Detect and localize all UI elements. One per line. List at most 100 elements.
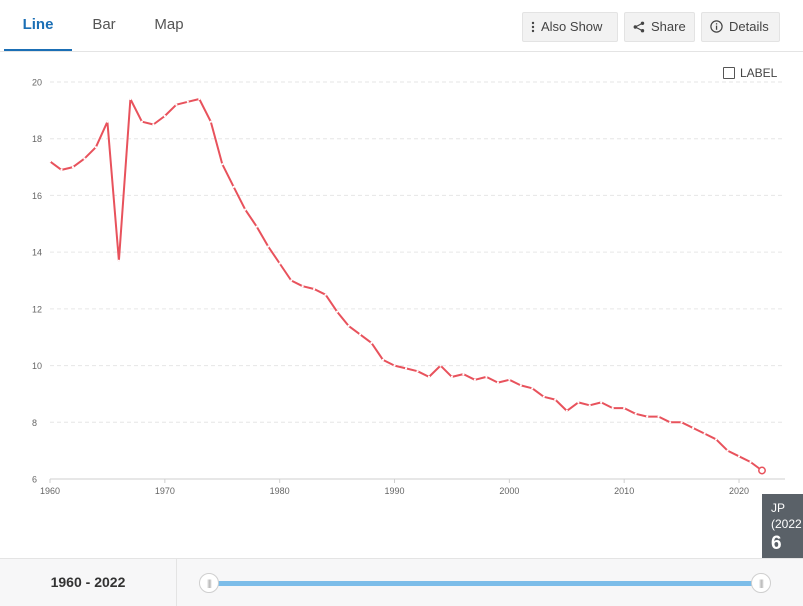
line-chart: 6 8 10 12 14 16 18 20 1960 1970 1980 1990 2000 2010 20… bbox=[32, 78, 785, 496]
data-point bbox=[83, 157, 86, 160]
data-point bbox=[186, 100, 189, 103]
x-tick-label: 1970 bbox=[155, 486, 175, 496]
data-point bbox=[508, 378, 511, 381]
y-tick-label: 16 bbox=[32, 191, 42, 201]
x-tick-label: 2010 bbox=[614, 486, 634, 496]
range-end-handle[interactable]: ||| bbox=[751, 573, 771, 593]
x-tick-label: 1990 bbox=[385, 486, 405, 496]
data-point bbox=[450, 375, 453, 378]
range-end: 2022 bbox=[94, 574, 126, 590]
y-tick-label: 8 bbox=[32, 418, 37, 428]
data-point bbox=[600, 401, 603, 404]
data-point bbox=[565, 409, 568, 412]
data-point bbox=[278, 262, 281, 265]
data-point bbox=[244, 208, 247, 211]
data-point bbox=[462, 373, 465, 376]
label-checkbox[interactable] bbox=[723, 66, 735, 79]
data-point bbox=[359, 333, 362, 336]
data-point bbox=[715, 438, 718, 441]
highlighted-data-point bbox=[758, 466, 766, 475]
data-point bbox=[255, 225, 258, 228]
data-point bbox=[657, 415, 660, 418]
data-point bbox=[221, 163, 224, 166]
data-point bbox=[726, 449, 729, 452]
data-point bbox=[473, 378, 476, 381]
data-point bbox=[232, 185, 235, 188]
data-point bbox=[129, 97, 132, 101]
data-point bbox=[336, 310, 339, 313]
data-point bbox=[703, 432, 706, 435]
data-point bbox=[106, 120, 109, 123]
data-point bbox=[496, 381, 499, 384]
data-point bbox=[60, 168, 63, 171]
data-point bbox=[692, 426, 695, 430]
x-tick-label: 1980 bbox=[270, 486, 290, 496]
details-label: Details bbox=[729, 19, 769, 34]
data-point bbox=[416, 370, 419, 373]
range-footer: 1960 - 2022 ||| ||| bbox=[0, 558, 803, 606]
tab-map[interactable]: Map bbox=[154, 16, 184, 33]
range-separator: - bbox=[81, 574, 95, 590]
data-point bbox=[48, 160, 52, 163]
x-tick-label: 2000 bbox=[499, 486, 519, 496]
data-point bbox=[198, 97, 201, 101]
series-layer bbox=[48, 97, 766, 475]
share-button[interactable]: Share bbox=[624, 12, 695, 42]
data-point bbox=[427, 375, 431, 378]
data-point bbox=[370, 341, 373, 344]
data-point bbox=[519, 384, 522, 387]
data-point bbox=[347, 324, 350, 327]
data-point bbox=[623, 407, 626, 410]
data-point bbox=[554, 398, 557, 401]
data-point bbox=[577, 401, 580, 404]
data-point bbox=[646, 415, 649, 418]
data-point bbox=[71, 166, 75, 169]
tooltip-country-code: JP bbox=[771, 501, 786, 515]
year-range-label: 1960 - 2022 bbox=[0, 559, 177, 606]
tooltip-year: (2022 bbox=[771, 517, 802, 531]
details-button[interactable]: Details bbox=[701, 12, 780, 42]
data-point bbox=[209, 120, 212, 123]
data-point bbox=[267, 245, 270, 248]
data-point bbox=[611, 407, 614, 410]
info-icon bbox=[710, 20, 723, 33]
label-toggle-text: LABEL bbox=[740, 66, 778, 80]
range-start-handle[interactable]: ||| bbox=[199, 573, 219, 593]
data-point bbox=[531, 387, 534, 390]
data-point bbox=[393, 364, 396, 367]
data-point bbox=[404, 367, 408, 370]
also-show-label: Also Show bbox=[541, 19, 603, 34]
axes: 6 8 10 12 14 16 18 20 1960 1970 1980 1990 2000 2010 20… bbox=[32, 78, 785, 496]
tab-line[interactable]: Line bbox=[4, 0, 72, 51]
data-point bbox=[94, 146, 97, 149]
also-show-button[interactable]: Also Show bbox=[522, 12, 618, 42]
data-point bbox=[749, 460, 752, 464]
y-tick-label: 10 bbox=[32, 361, 42, 371]
share-label: Share bbox=[651, 19, 686, 34]
data-point bbox=[290, 279, 293, 282]
data-point bbox=[117, 259, 120, 262]
label-toggle[interactable]: LABEL bbox=[723, 66, 777, 80]
y-tick-label: 6 bbox=[32, 475, 37, 485]
y-tick-label: 12 bbox=[32, 304, 42, 314]
data-point bbox=[485, 375, 488, 378]
tab-bar[interactable]: Bar bbox=[92, 16, 116, 33]
chart-tabs: Line Bar Map Also Show Share Details bbox=[0, 0, 803, 52]
y-tick-label: 20 bbox=[32, 78, 42, 88]
data-point bbox=[542, 395, 545, 398]
series-line bbox=[49, 98, 763, 472]
y-tick-label: 18 bbox=[32, 134, 42, 144]
x-tick-label: 1960 bbox=[40, 486, 60, 496]
data-tooltip: JP (2022 6 bbox=[762, 494, 803, 562]
vertical-dots-icon bbox=[531, 21, 535, 32]
grid-lines bbox=[50, 81, 785, 480]
tooltip-value: 6 bbox=[771, 533, 782, 554]
data-point bbox=[163, 114, 166, 118]
data-point bbox=[381, 358, 385, 361]
data-point bbox=[152, 123, 155, 126]
data-point bbox=[439, 364, 442, 367]
data-point bbox=[680, 421, 683, 424]
data-point bbox=[175, 103, 178, 106]
range-slider-track[interactable] bbox=[209, 581, 761, 586]
x-tick-label: 2020 bbox=[729, 486, 749, 496]
